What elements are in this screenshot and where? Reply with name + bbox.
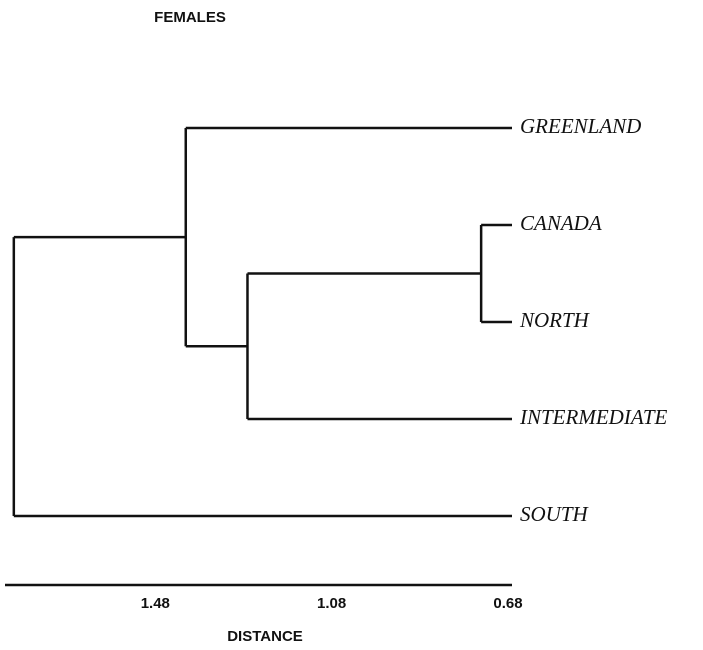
x-axis-label: DISTANCE	[227, 628, 303, 645]
x-tick-label: 1.08	[317, 595, 346, 612]
leaf-label: SOUTH	[520, 502, 590, 526]
leaf-label: NORTH	[519, 308, 591, 332]
leaf-label: GREENLAND	[520, 114, 641, 138]
leaf-label: INTERMEDIATE	[519, 405, 668, 429]
chart-title: FEMALES	[154, 9, 226, 26]
x-tick-label: 1.48	[141, 595, 170, 612]
leaf-label: CANADA	[520, 211, 602, 235]
x-tick-label: 0.68	[493, 595, 522, 612]
